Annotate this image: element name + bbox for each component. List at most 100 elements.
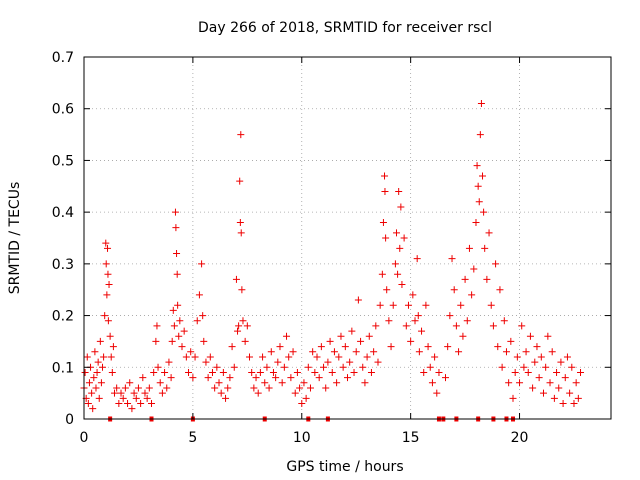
data-point [256, 368, 264, 376]
data-point [397, 203, 405, 211]
data-point [143, 394, 151, 402]
data-point [236, 218, 244, 226]
data-point [85, 379, 93, 387]
y-tick-label: 0.4 [52, 205, 74, 221]
data-point [420, 368, 428, 376]
data-point [211, 384, 219, 392]
data-point [109, 343, 117, 351]
data-points [80, 100, 585, 413]
x-tick-label: 5 [188, 430, 197, 446]
data-point [134, 384, 142, 392]
data-point [283, 332, 291, 340]
data-point [496, 286, 504, 294]
data-point [461, 275, 469, 283]
data-point [163, 384, 171, 392]
data-point [150, 368, 158, 376]
data-point [326, 337, 334, 345]
data-point [101, 312, 109, 320]
data-point [200, 337, 208, 345]
data-point [213, 363, 221, 371]
data-point [156, 379, 164, 387]
data-point [141, 389, 149, 397]
data-point [535, 374, 543, 382]
data-point [492, 260, 500, 268]
data-point [239, 317, 247, 325]
data-point [139, 374, 147, 382]
data-point [104, 317, 112, 325]
data-point [428, 379, 436, 387]
data-point [115, 399, 123, 407]
data-point [95, 394, 103, 402]
data-point [265, 384, 273, 392]
data-point [494, 343, 502, 351]
data-point [337, 332, 345, 340]
data-point [81, 368, 89, 376]
data-point [402, 322, 410, 330]
data-point [102, 239, 110, 247]
y-tick-label: 0.7 [52, 50, 74, 66]
data-point [306, 384, 314, 392]
data-point [411, 317, 419, 325]
data-point [173, 270, 181, 278]
data-point [348, 327, 356, 335]
data-point [126, 379, 134, 387]
grid [84, 57, 611, 419]
data-point [570, 399, 578, 407]
data-point [137, 399, 145, 407]
data-point [524, 368, 532, 376]
data-point [113, 384, 121, 392]
data-point [315, 374, 323, 382]
data-point [119, 394, 127, 402]
data-point [468, 291, 476, 299]
data-point [228, 343, 236, 351]
data-point [407, 337, 415, 345]
data-point [376, 301, 384, 309]
data-point [100, 353, 108, 361]
data-point [175, 332, 183, 340]
data-point [222, 394, 230, 402]
data-point [387, 343, 395, 351]
data-point [344, 374, 351, 382]
data-point [106, 332, 114, 340]
data-point [441, 374, 449, 382]
data-point [280, 363, 288, 371]
data-point [382, 234, 390, 242]
data-point [513, 353, 521, 361]
data-point [97, 379, 105, 387]
data-point [103, 291, 111, 299]
data-point [248, 368, 256, 376]
data-point [465, 244, 473, 252]
data-point [317, 343, 325, 351]
data-point [171, 208, 179, 216]
data-point [577, 368, 585, 376]
data-point [124, 399, 132, 407]
data-point [457, 301, 465, 309]
data-point [516, 379, 524, 387]
data-point [572, 379, 580, 387]
data-point [431, 353, 439, 361]
data-point [444, 343, 452, 351]
data-point [498, 363, 506, 371]
data-point [381, 187, 389, 195]
data-point [269, 368, 277, 376]
data-point [566, 389, 574, 397]
data-point [529, 384, 537, 392]
data-point [234, 327, 242, 335]
data-point [94, 358, 102, 366]
data-point [161, 368, 169, 376]
data-point [448, 255, 456, 263]
data-point [324, 358, 332, 366]
data-point [148, 399, 156, 407]
data-point [298, 399, 306, 407]
data-point [296, 384, 304, 392]
data-point [217, 389, 225, 397]
data-point [400, 234, 408, 242]
data-point [170, 322, 178, 330]
data-point [291, 389, 299, 397]
data-point [252, 374, 260, 382]
data-point [372, 322, 380, 330]
data-point [409, 291, 417, 299]
data-point [463, 317, 471, 325]
data-point [335, 353, 343, 361]
data-point [546, 379, 554, 387]
